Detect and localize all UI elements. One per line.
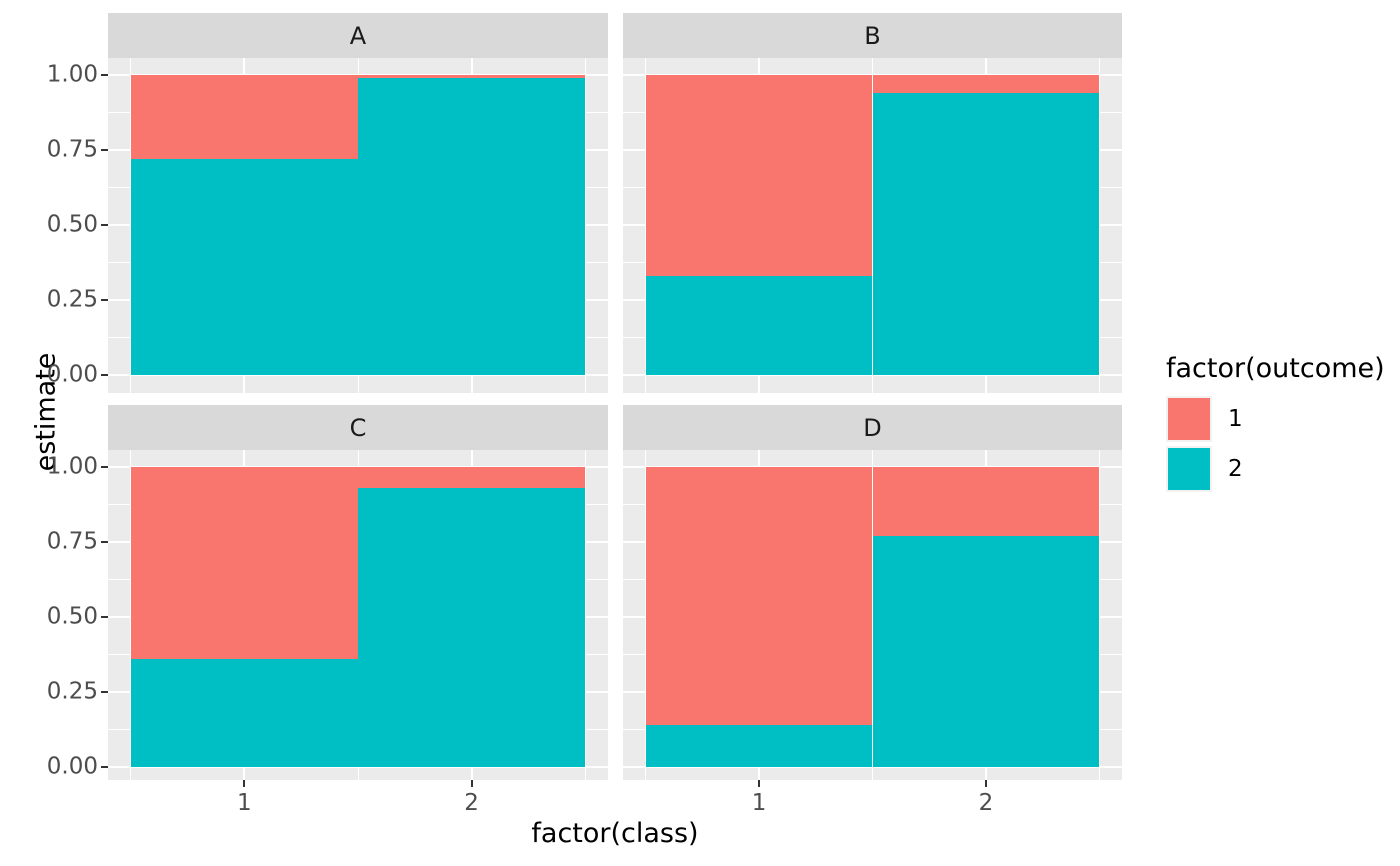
legend-title: factor(outcome)	[1166, 353, 1385, 384]
y-tick-label: 1.00	[46, 61, 98, 88]
bar-facetD-class2-outcome2	[872, 536, 1100, 767]
x-tick-mark	[470, 780, 473, 787]
x-tick-label: 2	[978, 790, 994, 816]
bar-facetC-class1-outcome1	[130, 467, 358, 659]
y-tick-mark	[101, 74, 108, 76]
x-axis-title: factor(class)	[531, 818, 699, 849]
y-tick-label: 0.75	[46, 528, 98, 555]
y-tick-mark	[101, 541, 108, 543]
legend-swatch-outcome-2	[1166, 446, 1212, 492]
bar-facetC-class1-outcome2	[130, 659, 358, 767]
bar-facetD-class2-outcome1	[872, 467, 1100, 536]
legend: factor(outcome) 1 2	[1166, 353, 1385, 496]
bar-facetC-class2-outcome1	[358, 467, 586, 488]
bar-facetB-class2-outcome2	[872, 93, 1100, 375]
gridline-horizontal-major	[108, 766, 608, 768]
y-tick-mark	[101, 766, 108, 768]
facet-strip-B: B	[623, 13, 1122, 58]
facet-panel-D	[623, 450, 1122, 780]
facet-strip-D: D	[623, 405, 1122, 450]
x-tick-label: 1	[237, 790, 252, 816]
x-tick-mark	[758, 780, 761, 787]
gridline-horizontal-major	[623, 374, 1122, 376]
gridline-vertical-minor	[584, 450, 586, 780]
legend-item-label: 1	[1228, 406, 1243, 432]
x-tick-mark	[243, 780, 246, 787]
bar-facetA-class1-outcome1	[130, 75, 358, 159]
gridline-vertical-minor	[1098, 450, 1100, 780]
y-tick-mark	[101, 374, 108, 376]
y-tick-label: 0.25	[46, 286, 98, 313]
y-tick-label: 0.00	[46, 361, 98, 388]
bar-facetB-class1-outcome1	[645, 75, 873, 276]
bar-facetA-class2-outcome2	[358, 78, 586, 375]
facet-strip-C: C	[108, 405, 608, 450]
bar-facetB-class1-outcome2	[645, 276, 873, 375]
y-tick-label: 0.50	[46, 211, 98, 238]
bar-facetC-class2-outcome2	[358, 488, 586, 767]
x-tick-label: 2	[464, 790, 479, 816]
y-tick-label: 0.50	[46, 603, 98, 630]
gridline-horizontal-major	[623, 766, 1122, 768]
facet-panel-C	[108, 450, 608, 780]
y-tick-mark	[101, 466, 108, 468]
bar-facetD-class1-outcome2	[645, 725, 873, 767]
bar-facetD-class1-outcome1	[645, 467, 873, 725]
y-tick-label: 0.25	[46, 678, 98, 705]
legend-item-outcome-2: 2	[1166, 446, 1385, 492]
y-tick-mark	[101, 224, 108, 226]
bar-facetA-class2-outcome1	[358, 75, 586, 78]
legend-swatch-outcome-1	[1166, 396, 1212, 442]
legend-item-outcome-1: 1	[1166, 396, 1385, 442]
x-tick-mark	[984, 780, 987, 787]
y-tick-mark	[101, 691, 108, 693]
bar-facetB-class2-outcome1	[872, 75, 1100, 93]
legend-item-label: 2	[1228, 456, 1243, 482]
facet-panel-A	[108, 58, 608, 393]
facet-strip-A: A	[108, 13, 608, 58]
y-tick-mark	[101, 149, 108, 151]
y-tick-label: 1.00	[46, 453, 98, 480]
y-tick-mark	[101, 616, 108, 618]
x-tick-label: 1	[751, 790, 767, 816]
facet-panel-B	[623, 58, 1122, 393]
y-tick-label: 0.75	[46, 136, 98, 163]
gridline-horizontal-major	[108, 374, 608, 376]
y-tick-mark	[101, 299, 108, 301]
y-tick-label: 0.00	[46, 753, 98, 780]
bar-facetA-class1-outcome2	[130, 159, 358, 375]
